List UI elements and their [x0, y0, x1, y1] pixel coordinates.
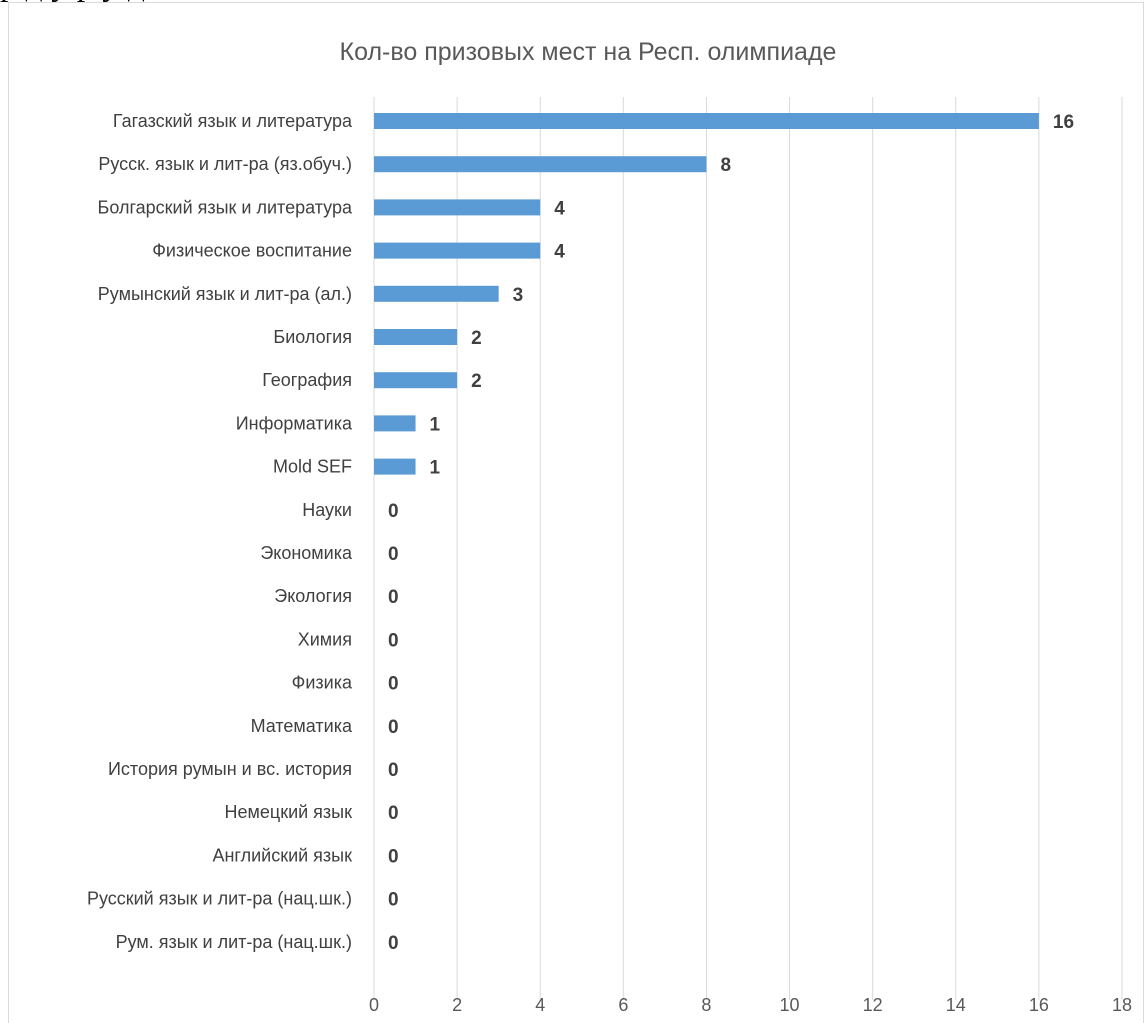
data-label: 0 [388, 717, 399, 738]
category-label: Биология [273, 327, 352, 347]
category-label: Математика [251, 716, 353, 736]
bar [374, 329, 458, 345]
category-label: Mold SEF [273, 457, 352, 477]
data-label: 4 [554, 242, 565, 263]
category-label: Химия [298, 629, 352, 649]
data-label: 0 [388, 890, 399, 911]
category-label: История румын и вс. история [108, 759, 352, 779]
bar [374, 199, 541, 216]
x-tick-label: 8 [701, 995, 711, 1015]
category-label: Румынский язык и лит-ра (ал.) [98, 284, 352, 304]
category-label: Немецкий язык [224, 802, 352, 822]
data-label: 0 [388, 760, 399, 781]
bar [374, 113, 1039, 129]
data-label: 16 [1053, 112, 1074, 133]
x-tick-label: 0 [369, 995, 379, 1015]
category-label: Экономика [260, 543, 353, 563]
grid-lines [373, 97, 1123, 1000]
bars [374, 113, 1039, 475]
x-tick-label: 4 [535, 995, 545, 1015]
category-label: Болгарский язык и литература [98, 197, 353, 217]
bar [374, 156, 707, 173]
bar [374, 242, 541, 259]
x-tick-label: 6 [618, 995, 628, 1015]
category-label: География [262, 370, 352, 390]
x-tick-label: 14 [946, 995, 966, 1015]
data-labels: 16 8 4 4 3 2 2 1 1 0 0 0 0 0 0 0 0 0 0 0 [388, 112, 1074, 954]
data-label: 0 [388, 674, 399, 695]
data-label: 3 [513, 285, 524, 306]
x-tick-label: 18 [1112, 995, 1132, 1015]
category-label: Физическое воспитание [152, 241, 352, 261]
x-tick-label: 12 [863, 995, 883, 1015]
data-label: 1 [430, 414, 441, 435]
x-tick-label: 10 [780, 995, 800, 1015]
x-tick-label: 16 [1029, 995, 1049, 1015]
category-labels: Гагазский язык и литература Русск. язык и… [87, 111, 353, 952]
bar [374, 372, 458, 389]
data-label: 4 [554, 198, 565, 219]
category-label: Английский язык [212, 845, 352, 865]
bar [374, 285, 499, 302]
data-label: 2 [471, 371, 482, 392]
category-label: Экология [274, 586, 352, 606]
category-label: Рум. язык и лит-ра (нац.шк.) [116, 932, 352, 952]
category-label: Физика [292, 673, 353, 693]
data-label: 0 [388, 544, 399, 565]
data-label: 0 [388, 803, 399, 824]
data-label: 0 [388, 630, 399, 651]
bar [374, 458, 416, 475]
category-label: Науки [302, 500, 352, 520]
data-label: 0 [388, 933, 399, 954]
category-label: Русск. язык и лит-ра (яз.обуч.) [98, 154, 352, 174]
data-label: 0 [388, 501, 399, 522]
category-label: Русский язык и лит-ра (нац.шк.) [87, 889, 352, 909]
category-label: Информатика [236, 413, 353, 433]
x-axis-ticks: 0 2 4 6 8 10 12 14 16 18 [369, 995, 1132, 1015]
data-label: 8 [720, 155, 731, 176]
chart-title: Кол-во призовых мест на Респ. олимпиаде [340, 38, 837, 66]
bar [374, 415, 416, 432]
data-label: 0 [388, 846, 399, 867]
x-tick-label: 2 [452, 995, 462, 1015]
data-label: 2 [471, 328, 482, 349]
data-label: 0 [388, 587, 399, 608]
cropped-document-text: р д у р у д [0, 0, 1147, 4]
data-label: 1 [430, 458, 441, 479]
category-label: Гагазский язык и литература [113, 111, 353, 131]
